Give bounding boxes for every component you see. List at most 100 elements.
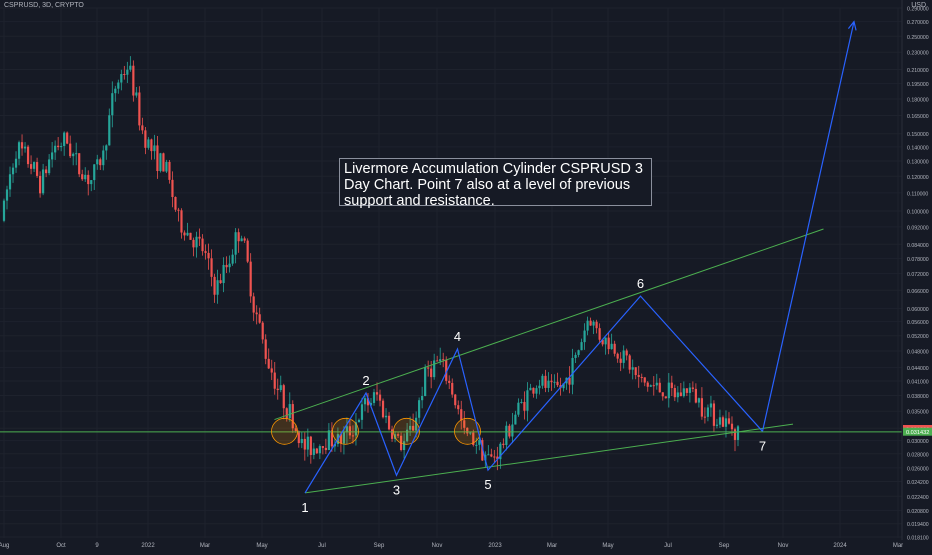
candle-body (433, 360, 436, 378)
candle-body (547, 380, 550, 388)
candle-body (499, 443, 502, 460)
candle-body (246, 240, 249, 262)
candle-body (439, 359, 442, 362)
candle-body (601, 339, 604, 345)
x-tick-label: 2022 (141, 543, 155, 549)
y-tick-label: 0.270000 (907, 20, 929, 26)
candle-body (580, 342, 583, 351)
candle-body (177, 209, 180, 211)
candle-body (186, 232, 189, 236)
x-tick-label: Nov (778, 543, 789, 549)
candle-body (120, 74, 123, 83)
candle-body (138, 92, 141, 126)
candle-body (640, 376, 643, 378)
y-tick-label: 0.120000 (907, 175, 929, 181)
candle-body (736, 426, 740, 440)
candles (2, 56, 740, 471)
x-tick-label: Sep (719, 543, 730, 549)
candle-body (90, 180, 93, 185)
candle-body (730, 423, 734, 430)
candle-body (14, 158, 18, 168)
candle-body (38, 175, 42, 194)
candle-body (165, 161, 168, 172)
candle-body (144, 130, 147, 148)
candle-body (23, 146, 27, 149)
x-tick-label: Jul (664, 543, 672, 549)
candle-body (228, 263, 231, 268)
x-tick-label: 9 (95, 543, 99, 549)
candle-body (595, 321, 598, 329)
candle-body (721, 417, 725, 427)
x-tick-label: Nov (432, 543, 443, 549)
candle-body (466, 427, 469, 434)
channel-lower-line (304, 423, 794, 494)
candle-body (105, 145, 108, 151)
currency-label: USD (911, 2, 926, 9)
candle-body (691, 387, 694, 389)
candle-body (201, 238, 204, 252)
price-tag (903, 427, 932, 436)
candle-body (556, 381, 559, 386)
candle-body (655, 382, 658, 386)
y-tick-label: 0.030000 (907, 439, 929, 445)
candle-body (264, 339, 267, 359)
candle-body (240, 238, 243, 242)
candle-body (700, 398, 704, 417)
zigzag-pattern (304, 295, 763, 494)
candle-body (706, 407, 710, 417)
candle-body (261, 322, 264, 340)
candle-body (312, 448, 315, 455)
candle-body (604, 337, 607, 345)
candle-body (496, 456, 499, 460)
candle-body (661, 392, 664, 397)
candle-body (234, 232, 237, 255)
candle-body (174, 197, 177, 210)
point-label: 1 (301, 500, 308, 515)
candle-body (147, 139, 150, 148)
candle-body (652, 385, 655, 387)
y-tick-label: 0.078000 (907, 257, 929, 263)
candle-body (180, 210, 183, 233)
candle-body (517, 402, 520, 415)
candle-body (237, 232, 240, 242)
annotation-box[interactable]: Livermore Accumulation Cylinder CSPRUSD … (339, 158, 652, 209)
highlight-circle (393, 417, 420, 445)
candle-body (532, 387, 535, 394)
candle-body (294, 428, 297, 432)
candle-body (159, 153, 162, 172)
x-tick-label: 2024 (833, 543, 847, 549)
candle-body (454, 394, 457, 406)
candle-body (60, 146, 63, 148)
candle-body (219, 280, 222, 284)
candle-body (679, 392, 682, 397)
candle-body (421, 396, 424, 401)
candle-body (225, 264, 228, 268)
candle-body (574, 354, 577, 358)
candle-body (646, 382, 649, 387)
candle-body (405, 429, 409, 442)
y-tick-label: 0.130000 (907, 159, 929, 165)
candle-body (442, 359, 445, 361)
candle-body (673, 388, 676, 398)
candle-body (78, 153, 81, 175)
candle-body (571, 357, 574, 385)
candle-body (288, 404, 291, 419)
candle-body (390, 429, 394, 439)
candle-body (523, 401, 526, 411)
candle-body (649, 385, 652, 387)
candle-body (418, 400, 421, 418)
candle-body (20, 142, 24, 149)
candle-body (213, 276, 216, 295)
candle-body (282, 385, 285, 409)
candle-body (436, 360, 439, 362)
candle-body (535, 388, 538, 394)
candle-body (529, 387, 532, 391)
candle-body (375, 392, 379, 395)
candle-body (568, 377, 571, 385)
candle-body (637, 375, 640, 377)
candle-body (279, 385, 282, 391)
candle-body (318, 446, 321, 454)
y-tick-label: 0.210000 (907, 68, 929, 74)
candle-body (198, 236, 201, 239)
